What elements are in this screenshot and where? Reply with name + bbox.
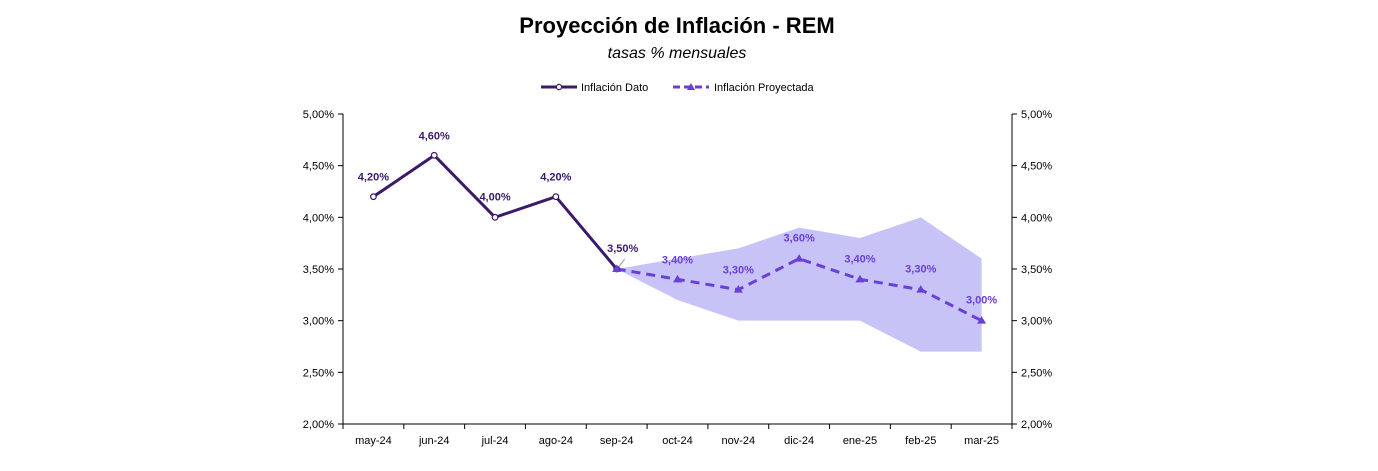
y-tick-label-right: 2,50% [1021, 367, 1052, 379]
data-label-proyectada: 3,60% [784, 233, 815, 245]
data-label-dato: 4,00% [479, 191, 510, 203]
data-point-proyectada [673, 274, 682, 283]
data-point-proyectada [916, 285, 926, 293]
x-tick-label: oct-24 [662, 435, 693, 447]
data-point-proyectada [977, 316, 987, 324]
x-tick-label: sep-24 [600, 435, 634, 447]
x-tick-label: jul-24 [481, 435, 509, 447]
data-point-dato [370, 193, 377, 201]
data-label-proyectada: 3,30% [905, 264, 936, 276]
y-tick-label-left: 3,00% [303, 316, 334, 328]
data-label-dato: 4,20% [358, 172, 389, 184]
data-point-proyectada [794, 254, 804, 262]
data-point-dato [491, 213, 499, 221]
y-tick-label-right: 4,00% [1021, 212, 1052, 224]
legend-proyectada-marker [687, 83, 695, 90]
data-label-proyectada: 3,40% [844, 253, 875, 265]
data-label-proyectada: 3,50% [607, 243, 638, 255]
y-tick-label-left: 2,50% [303, 367, 334, 379]
chart-subtitle: tasas % mensuales [607, 45, 747, 62]
y-tick-label-left: 3,50% [303, 264, 334, 276]
x-tick-label: ago-24 [539, 435, 573, 447]
series-line-inflacion-dato [372, 153, 618, 270]
x-tick-label: feb-25 [905, 435, 936, 447]
data-point-proyectada [855, 274, 865, 283]
legend-dato-label: Inflación Dato [581, 82, 648, 94]
y-tick-label-right: 4,50% [1021, 161, 1052, 173]
data-label-dato: 4,60% [419, 130, 450, 142]
data-label-proyectada: 3,40% [662, 254, 693, 266]
data-label-proyectada: 3,30% [723, 265, 754, 277]
y-tick-label-left: 4,00% [303, 212, 334, 224]
y-tick-label-right: 5,00% [1021, 109, 1052, 121]
data-label-leader-line [618, 258, 626, 268]
legend-dato-marker [555, 83, 563, 91]
y-tick-label-left: 2,00% [303, 419, 334, 431]
y-tick-label-right: 3,50% [1021, 264, 1052, 276]
x-tick-label: jun-24 [418, 435, 450, 447]
y-tick-label-right: 3,00% [1021, 316, 1052, 328]
legend-proyectada-label: Inflación Proyectada [714, 82, 815, 94]
y-tick-label-left: 4,50% [303, 161, 334, 173]
data-point-dato [430, 151, 438, 159]
data-label-dato: 4,20% [540, 172, 571, 184]
data-label-proyectada: 3,00% [966, 295, 997, 307]
y-tick-label-right: 2,00% [1021, 419, 1052, 431]
data-point-dato [552, 193, 560, 201]
x-tick-label: ene-25 [843, 435, 877, 447]
x-tick-label: nov-24 [721, 435, 755, 447]
legend: Inflación Dato Inflación Proyectada [541, 82, 815, 94]
data-point-proyectada [733, 285, 743, 293]
data-point-proyectada [612, 264, 622, 272]
y-tick-label-left: 5,00% [303, 109, 334, 121]
x-tick-label: mar-25 [964, 435, 999, 447]
chart-title: Proyección de Inflación - REM [519, 13, 835, 38]
projection-range-band [616, 217, 982, 352]
x-tick-label: may-24 [355, 435, 392, 447]
x-tick-label: dic-24 [784, 435, 814, 447]
